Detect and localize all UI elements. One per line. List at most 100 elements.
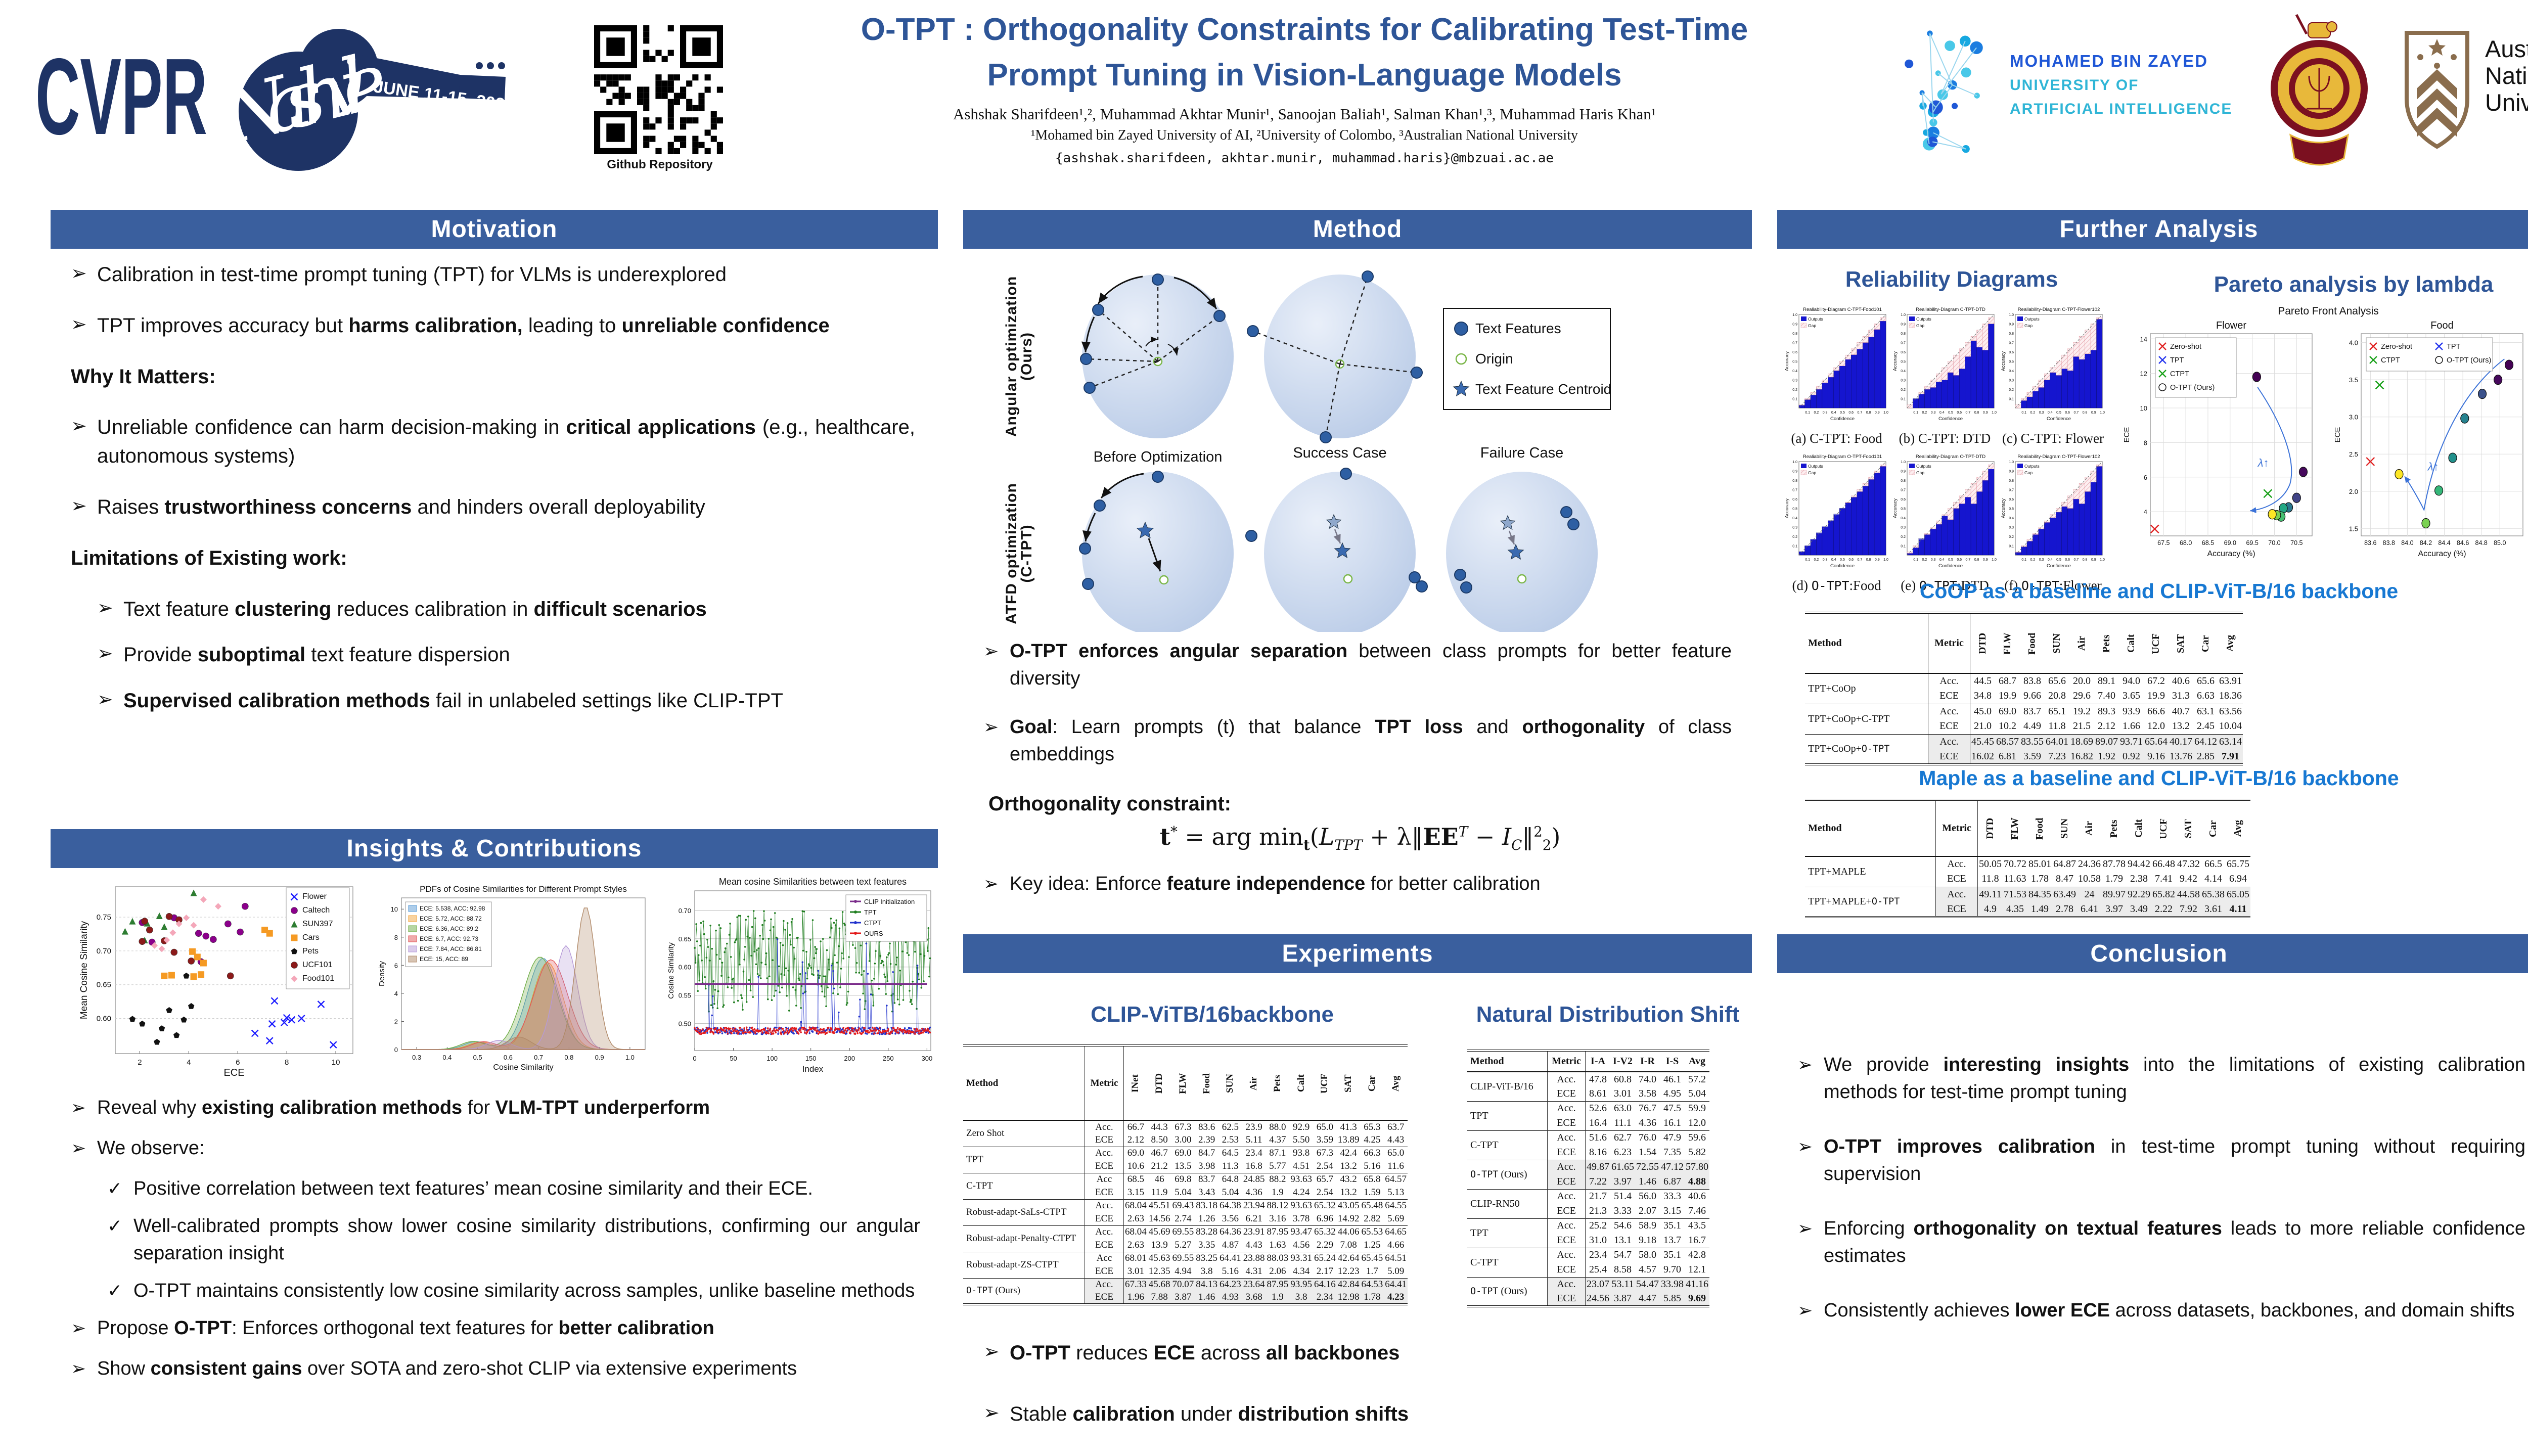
- svg-text:CVPR: CVPR: [35, 35, 207, 157]
- svg-text:(C-TPT): (C-TPT): [1018, 524, 1035, 582]
- svg-text:0.1: 0.1: [1792, 398, 1797, 401]
- arrow-bullet-icon: ➢: [71, 1097, 86, 1118]
- series-Cars: [161, 927, 273, 980]
- svg-text:0.6: 0.6: [1901, 351, 1906, 354]
- metric-name: Acc.: [1085, 1225, 1124, 1239]
- crest-ornament: [2307, 68, 2332, 110]
- bullet-text: Goal: Learn prompts (t) that balance TPT…: [1010, 716, 1732, 765]
- bullet-text: Calibration in test-time prompt tuning (…: [97, 263, 727, 286]
- table-cell: 13.2: [1340, 1160, 1357, 1171]
- sub-heading: Why It Matters:: [71, 365, 216, 388]
- svg-text:TPT: TPT: [2170, 356, 2184, 365]
- method-name: O-TPT (Ours): [1467, 1277, 1548, 1306]
- table-row: Zero Shot Acc. 66.7 44.3 67.3 83.6 62.5 23.9 88.…: [963, 1120, 1408, 1139]
- column-header: Method: [1805, 613, 1928, 674]
- svg-text:0.50: 0.50: [679, 1020, 691, 1027]
- table-cell: 54.47: [1635, 1277, 1660, 1292]
- method-name: TPT: [963, 1146, 1085, 1173]
- table-cell: 3.8: [1200, 1265, 1213, 1277]
- table-cell: 13.76: [2169, 749, 2193, 764]
- svg-text:83.8: 83.8: [2383, 539, 2395, 547]
- column-header: Metric: [1085, 1045, 1124, 1121]
- svg-text:0.6: 0.6: [1792, 351, 1797, 354]
- svg-text:1.0: 1.0: [1992, 558, 1997, 562]
- table-cell: 7.91: [2218, 749, 2243, 764]
- svg-text:0.4: 0.4: [1939, 411, 1945, 415]
- method-name: TPT+CoOp+C-TPT: [1805, 703, 1928, 734]
- table-cell: 31.0: [1589, 1234, 1607, 1246]
- table-cell: 85.01: [2028, 858, 2051, 870]
- table-cell: 42.64: [1336, 1251, 1361, 1265]
- table-cell: 63.7: [1387, 1121, 1405, 1132]
- column-header: Car: [2201, 800, 2226, 857]
- table-cell: 13.1: [1614, 1234, 1632, 1246]
- table-cell: 65.24: [1313, 1251, 1337, 1265]
- svg-text:0.1: 0.1: [1901, 545, 1906, 549]
- svg-text:0.9: 0.9: [1901, 470, 1906, 474]
- table-cell: 44.3: [1151, 1121, 1168, 1132]
- svg-text:0.3: 0.3: [1901, 526, 1906, 530]
- table-cell: 29.6: [2073, 690, 2091, 702]
- column-header: Metric: [1547, 1051, 1586, 1072]
- table-cell: 5.11: [1245, 1134, 1262, 1145]
- arrow-bullet-icon: ➢: [71, 1317, 86, 1338]
- table-cell: 23.64: [1242, 1278, 1266, 1291]
- table-row: O-TPT (Ours) Acc. 67.33 45.68 70.07 84.13 64.2…: [963, 1278, 1408, 1304]
- table-cell: 65.6: [2048, 675, 2066, 687]
- method-name: TPT+CoOp+O-TPT: [1805, 734, 1928, 764]
- arrow-bullet-icon: ➢: [97, 643, 113, 665]
- table-cell: 4.43: [1245, 1239, 1262, 1250]
- column-header: Avg: [2218, 613, 2243, 674]
- svg-text:ECE: 7.84, ACC: 86.81: ECE: 7.84, ACC: 86.81: [420, 945, 482, 952]
- table-cell: 64.01: [2045, 734, 2069, 749]
- metric-name: ECE: [1085, 1186, 1124, 1199]
- svg-text:300: 300: [921, 1055, 932, 1062]
- table-cell: 84.35: [2027, 886, 2052, 902]
- table-cell: 4.66: [1387, 1239, 1405, 1250]
- svg-text:8: 8: [394, 934, 398, 941]
- column-header: Metric: [1935, 800, 1978, 857]
- paper-table: Method Metric INet DTD FLW Food SUN Air Pets Calt…: [963, 1044, 1408, 1305]
- sub-heading: Limitations of Existing work:: [71, 547, 347, 569]
- svg-text:70.5: 70.5: [2290, 539, 2303, 547]
- bullet-item: ➢ Show consistent gains over SOTA and zer…: [71, 1355, 920, 1383]
- svg-text:0.1: 0.1: [2009, 545, 2014, 549]
- svg-text:ECE: 5.72, ACC: 88.72: ECE: 5.72, ACC: 88.72: [420, 915, 482, 922]
- metric-name: Acc.: [1547, 1130, 1586, 1145]
- metric-name: ECE: [1085, 1160, 1124, 1173]
- svg-text:Angular optimization: Angular optimization: [1003, 276, 1020, 437]
- table-cell: 52.6: [1585, 1101, 1610, 1116]
- table-cell: 43.5: [1685, 1218, 1709, 1233]
- table-natural-distribution-shift: Method Metric I-A I-V2 I-R I-S Avg CLIP-ViT-B/1…: [1467, 1050, 1709, 1307]
- table-row: ECE 3.01 12.35 4.94 3.8 5.16 4.31 2.06 4.34 2.17 1…: [963, 1265, 1408, 1278]
- metric-name: ECE: [1547, 1262, 1586, 1277]
- table-row: ECE 10.6 21.2 13.5 3.98 11.3 16.8 5.77 4.51 2.54 1…: [963, 1160, 1408, 1173]
- table-cell: 2.45: [2197, 720, 2215, 732]
- svg-text:4: 4: [2144, 508, 2147, 516]
- table-cell: 63.0: [1610, 1101, 1635, 1116]
- anu-line3: University: [2485, 89, 2528, 116]
- table-cell: 3.87: [1171, 1291, 1195, 1304]
- table-cell: 18.36: [2219, 690, 2242, 702]
- table-row: ECE 4.9 4.35 1.49 2.78 6.41 3.97 3.49 2.22 7.92 3.…: [1805, 902, 2250, 917]
- diagram-caption: (c) C-TPT: Flower: [2002, 431, 2104, 446]
- svg-text:ECE: ECE: [2123, 427, 2131, 443]
- legend: CLIP Initialization TPT CTPT OURS: [845, 894, 927, 942]
- table-cell: 25.2: [1585, 1218, 1610, 1233]
- table-cell: 5.04: [1688, 1087, 1706, 1099]
- column-header: Air: [2069, 613, 2094, 674]
- figure-pareto-front: Pareto Front Analysis Flower 4 6 8 10 12 14 67.5…: [2123, 305, 2523, 558]
- svg-text:0.65: 0.65: [679, 935, 691, 943]
- table-cell: 65.0: [1316, 1121, 1333, 1132]
- diagram-caption: (a) C-TPT: Food: [1791, 431, 1882, 446]
- table-cell: 93.31: [1289, 1251, 1313, 1265]
- svg-text:0.5: 0.5: [1840, 411, 1845, 415]
- table-cell: 83.7: [2020, 703, 2045, 719]
- svg-text:O-TPT (Ours): O-TPT (Ours): [2170, 384, 2215, 392]
- table-row: ECE 24.56 3.87 4.47 5.85 9.69: [1467, 1292, 1709, 1306]
- table-cell: 8.58: [1614, 1263, 1632, 1275]
- paper-table: Method Metric DTD FLW Food SUN Air Pets Calt UCF S…: [1805, 799, 2250, 918]
- column-header: Air: [1242, 1045, 1266, 1121]
- table-cell: 7.22: [1585, 1174, 1610, 1189]
